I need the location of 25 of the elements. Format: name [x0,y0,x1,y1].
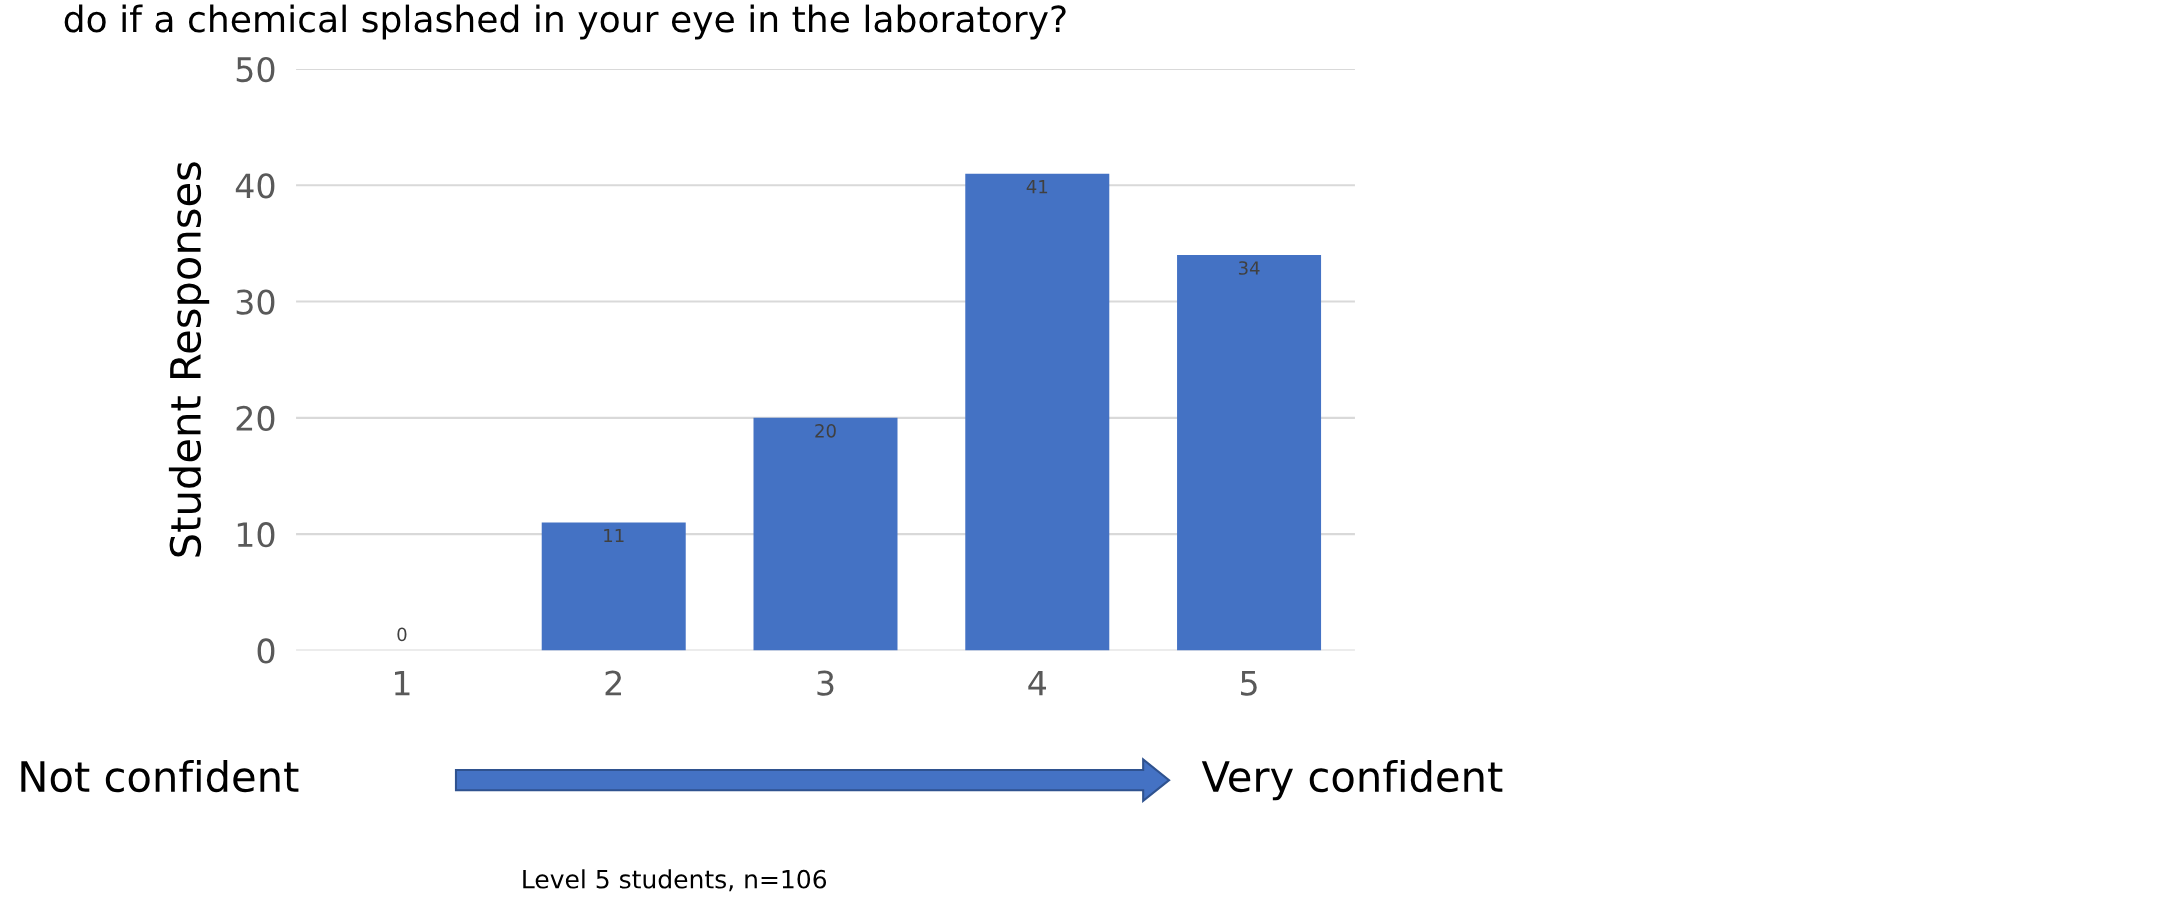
y-tick-label: 40 [235,173,275,199]
text: Very confident [1201,760,1503,801]
x-tick-label: 1 [395,670,410,696]
bar [965,173,1110,651]
x-tick-label: 2 [605,670,621,696]
data-label: 0 [397,627,407,642]
y-axis-title: Student Responses [168,162,210,557]
text: Not confident [21,760,299,793]
y-tick-label: 0 [257,638,275,664]
data-label: 20 [815,423,836,438]
y-tick-label: 10 [237,522,275,548]
data-label: 11 [604,528,624,543]
x-tick-label: 4 [1028,670,1047,696]
data-label: 41 [1026,180,1048,194]
y-tick-label: 20 [236,405,275,431]
chart-title: do if a chemical splashed in your eye in the laboratory? [64,4,1066,40]
bar [1177,255,1322,651]
bar [753,417,898,651]
data-label: 34 [1238,261,1260,275]
y-tick-label: 30 [236,289,275,315]
x-tick-label: 5 [1241,670,1257,696]
bar [541,522,686,651]
text: Level 5 students, n=106 [523,869,827,892]
x-tick-label: 3 [817,670,834,696]
y-tick-label: 50 [236,56,275,83]
